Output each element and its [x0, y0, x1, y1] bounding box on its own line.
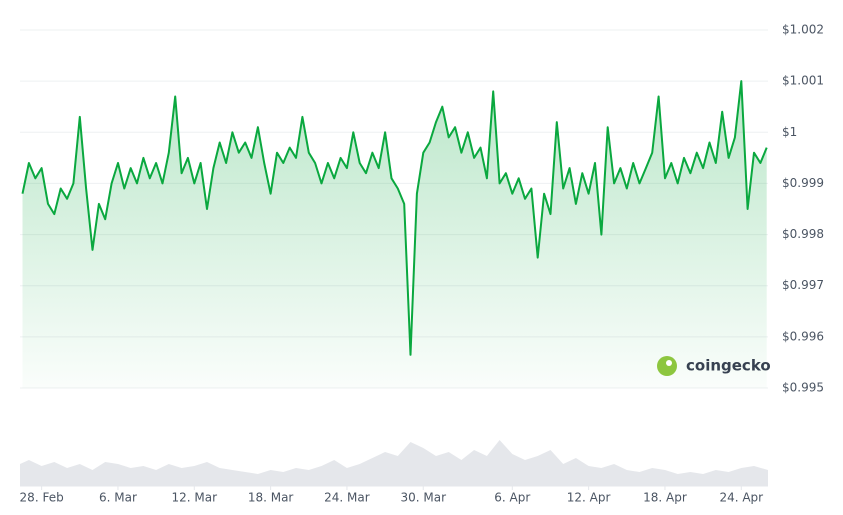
volume-area — [20, 440, 768, 486]
logo-eye — [666, 360, 672, 366]
x-tick-label: 24. Mar — [324, 491, 370, 505]
y-tick-label: $0.998 — [782, 227, 824, 241]
y-tick-label: $1.001 — [782, 74, 824, 88]
price-area — [22, 81, 767, 388]
x-tick-label: 6. Mar — [99, 491, 137, 505]
y-tick-label: $0.997 — [782, 278, 824, 292]
y-tick-label: $0.995 — [782, 381, 824, 395]
x-tick-label: 6. Apr — [494, 491, 530, 505]
x-tick-label: 18. Mar — [248, 491, 294, 505]
logo — [657, 356, 677, 376]
price-line — [21, 80, 768, 356]
y-tick-label: $0.996 — [782, 329, 824, 343]
watermark-text: coingecko — [686, 357, 771, 375]
x-tick-label: 24. Apr — [719, 491, 763, 505]
x-tick-label: 28. Feb — [20, 491, 64, 505]
x-tick-label: 30. Mar — [400, 491, 446, 505]
watermark: coingecko — [657, 356, 771, 376]
x-tick-label: 12. Apr — [567, 491, 611, 505]
y-tick-label: $1.002 — [782, 23, 824, 37]
plot — [20, 80, 768, 486]
x-tick-label: 12. Mar — [172, 491, 218, 505]
y-tick-label: $1 — [782, 125, 797, 139]
x-tick-label: 18. Apr — [643, 491, 687, 505]
y-tick-label: $0.999 — [782, 176, 824, 190]
